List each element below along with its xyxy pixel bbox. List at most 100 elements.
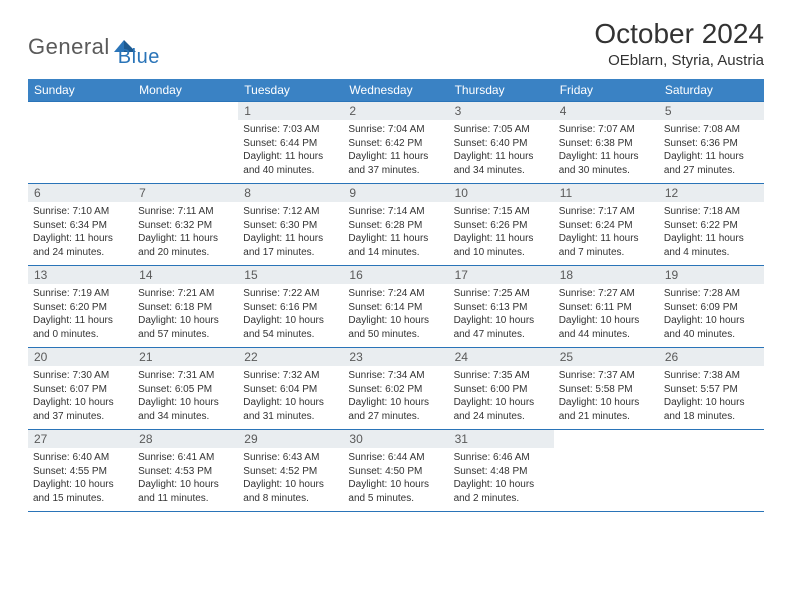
day-info: Sunrise: 7:05 AMSunset: 6:40 PMDaylight:… <box>449 120 554 183</box>
sunset-text: Sunset: 6:09 PM <box>664 301 759 315</box>
sunrise-text: Sunrise: 7:05 AM <box>454 123 549 137</box>
day-number: 3 <box>449 102 554 120</box>
sunrise-text: Sunrise: 6:40 AM <box>33 451 128 465</box>
sunrise-text: Sunrise: 7:27 AM <box>559 287 654 301</box>
day-number: 9 <box>343 184 448 202</box>
day-number: 25 <box>554 348 659 366</box>
daylight-text: Daylight: 10 hours and 34 minutes. <box>138 396 233 423</box>
daylight-text: Daylight: 10 hours and 27 minutes. <box>348 396 443 423</box>
day-cell: 14Sunrise: 7:21 AMSunset: 6:18 PMDayligh… <box>133 266 238 347</box>
sunset-text: Sunset: 6:44 PM <box>243 137 338 151</box>
day-info: Sunrise: 7:35 AMSunset: 6:00 PMDaylight:… <box>449 366 554 429</box>
day-cell: 3Sunrise: 7:05 AMSunset: 6:40 PMDaylight… <box>449 102 554 183</box>
day-cell: 13Sunrise: 7:19 AMSunset: 6:20 PMDayligh… <box>28 266 133 347</box>
daylight-text: Daylight: 10 hours and 47 minutes. <box>454 314 549 341</box>
sunset-text: Sunset: 6:26 PM <box>454 219 549 233</box>
day-info: Sunrise: 7:18 AMSunset: 6:22 PMDaylight:… <box>659 202 764 265</box>
daylight-text: Daylight: 10 hours and 18 minutes. <box>664 396 759 423</box>
day-number: 22 <box>238 348 343 366</box>
sunset-text: Sunset: 6:32 PM <box>138 219 233 233</box>
day-info: Sunrise: 7:08 AMSunset: 6:36 PMDaylight:… <box>659 120 764 183</box>
page: General Blue October 2024 OEblarn, Styri… <box>0 0 792 530</box>
sunset-text: Sunset: 6:04 PM <box>243 383 338 397</box>
day-number: 18 <box>554 266 659 284</box>
day-cell: 28Sunrise: 6:41 AMSunset: 4:53 PMDayligh… <box>133 430 238 511</box>
title-block: October 2024 OEblarn, Styria, Austria <box>594 18 764 69</box>
sunrise-text: Sunrise: 6:46 AM <box>454 451 549 465</box>
sunset-text: Sunset: 6:42 PM <box>348 137 443 151</box>
day-info: Sunrise: 6:41 AMSunset: 4:53 PMDaylight:… <box>133 448 238 511</box>
day-cell: 29Sunrise: 6:43 AMSunset: 4:52 PMDayligh… <box>238 430 343 511</box>
day-info: Sunrise: 7:04 AMSunset: 6:42 PMDaylight:… <box>343 120 448 183</box>
week-row: 20Sunrise: 7:30 AMSunset: 6:07 PMDayligh… <box>28 347 764 429</box>
empty-day-cell <box>133 102 238 183</box>
day-info: Sunrise: 7:28 AMSunset: 6:09 PMDaylight:… <box>659 284 764 347</box>
day-number: 5 <box>659 102 764 120</box>
day-header: Sunday <box>28 79 133 101</box>
day-info: Sunrise: 7:24 AMSunset: 6:14 PMDaylight:… <box>343 284 448 347</box>
day-cell: 11Sunrise: 7:17 AMSunset: 6:24 PMDayligh… <box>554 184 659 265</box>
sunset-text: Sunset: 4:53 PM <box>138 465 233 479</box>
sunrise-text: Sunrise: 7:31 AM <box>138 369 233 383</box>
sunset-text: Sunset: 6:05 PM <box>138 383 233 397</box>
daylight-text: Daylight: 11 hours and 37 minutes. <box>348 150 443 177</box>
day-info: Sunrise: 7:38 AMSunset: 5:57 PMDaylight:… <box>659 366 764 429</box>
day-number: 17 <box>449 266 554 284</box>
day-number: 24 <box>449 348 554 366</box>
day-number: 4 <box>554 102 659 120</box>
calendar: SundayMondayTuesdayWednesdayThursdayFrid… <box>28 79 764 512</box>
empty-day-cell <box>554 430 659 511</box>
daylight-text: Daylight: 10 hours and 57 minutes. <box>138 314 233 341</box>
day-header: Monday <box>133 79 238 101</box>
sunset-text: Sunset: 6:36 PM <box>664 137 759 151</box>
day-info: Sunrise: 7:30 AMSunset: 6:07 PMDaylight:… <box>28 366 133 429</box>
daylight-text: Daylight: 11 hours and 10 minutes. <box>454 232 549 259</box>
day-cell: 12Sunrise: 7:18 AMSunset: 6:22 PMDayligh… <box>659 184 764 265</box>
calendar-footer-line <box>28 511 764 512</box>
day-cell: 22Sunrise: 7:32 AMSunset: 6:04 PMDayligh… <box>238 348 343 429</box>
day-number: 30 <box>343 430 448 448</box>
daylight-text: Daylight: 10 hours and 50 minutes. <box>348 314 443 341</box>
day-cell: 8Sunrise: 7:12 AMSunset: 6:30 PMDaylight… <box>238 184 343 265</box>
day-info: Sunrise: 7:19 AMSunset: 6:20 PMDaylight:… <box>28 284 133 347</box>
daylight-text: Daylight: 10 hours and 21 minutes. <box>559 396 654 423</box>
sunset-text: Sunset: 6:22 PM <box>664 219 759 233</box>
day-cell: 7Sunrise: 7:11 AMSunset: 6:32 PMDaylight… <box>133 184 238 265</box>
sunrise-text: Sunrise: 7:11 AM <box>138 205 233 219</box>
daylight-text: Daylight: 10 hours and 24 minutes. <box>454 396 549 423</box>
sunset-text: Sunset: 6:40 PM <box>454 137 549 151</box>
day-number: 23 <box>343 348 448 366</box>
sunrise-text: Sunrise: 7:10 AM <box>33 205 128 219</box>
day-info: Sunrise: 7:10 AMSunset: 6:34 PMDaylight:… <box>28 202 133 265</box>
daylight-text: Daylight: 11 hours and 27 minutes. <box>664 150 759 177</box>
sunset-text: Sunset: 6:14 PM <box>348 301 443 315</box>
sunset-text: Sunset: 4:50 PM <box>348 465 443 479</box>
daylight-text: Daylight: 11 hours and 7 minutes. <box>559 232 654 259</box>
sunrise-text: Sunrise: 7:04 AM <box>348 123 443 137</box>
day-number: 20 <box>28 348 133 366</box>
day-header: Saturday <box>659 79 764 101</box>
daylight-text: Daylight: 11 hours and 0 minutes. <box>33 314 128 341</box>
daylight-text: Daylight: 10 hours and 5 minutes. <box>348 478 443 505</box>
day-info: Sunrise: 6:44 AMSunset: 4:50 PMDaylight:… <box>343 448 448 511</box>
daylight-text: Daylight: 10 hours and 40 minutes. <box>664 314 759 341</box>
sunrise-text: Sunrise: 7:03 AM <box>243 123 338 137</box>
sunrise-text: Sunrise: 7:25 AM <box>454 287 549 301</box>
sunset-text: Sunset: 6:30 PM <box>243 219 338 233</box>
day-cell: 24Sunrise: 7:35 AMSunset: 6:00 PMDayligh… <box>449 348 554 429</box>
week-row: 13Sunrise: 7:19 AMSunset: 6:20 PMDayligh… <box>28 265 764 347</box>
day-cell: 2Sunrise: 7:04 AMSunset: 6:42 PMDaylight… <box>343 102 448 183</box>
logo-text-general: General <box>28 34 110 60</box>
sunset-text: Sunset: 5:58 PM <box>559 383 654 397</box>
day-number: 28 <box>133 430 238 448</box>
daylight-text: Daylight: 11 hours and 17 minutes. <box>243 232 338 259</box>
day-cell: 15Sunrise: 7:22 AMSunset: 6:16 PMDayligh… <box>238 266 343 347</box>
sunrise-text: Sunrise: 7:38 AM <box>664 369 759 383</box>
day-cell: 30Sunrise: 6:44 AMSunset: 4:50 PMDayligh… <box>343 430 448 511</box>
day-cell: 21Sunrise: 7:31 AMSunset: 6:05 PMDayligh… <box>133 348 238 429</box>
day-info: Sunrise: 7:31 AMSunset: 6:05 PMDaylight:… <box>133 366 238 429</box>
day-number: 15 <box>238 266 343 284</box>
sunset-text: Sunset: 6:24 PM <box>559 219 654 233</box>
day-info: Sunrise: 7:22 AMSunset: 6:16 PMDaylight:… <box>238 284 343 347</box>
day-number: 13 <box>28 266 133 284</box>
